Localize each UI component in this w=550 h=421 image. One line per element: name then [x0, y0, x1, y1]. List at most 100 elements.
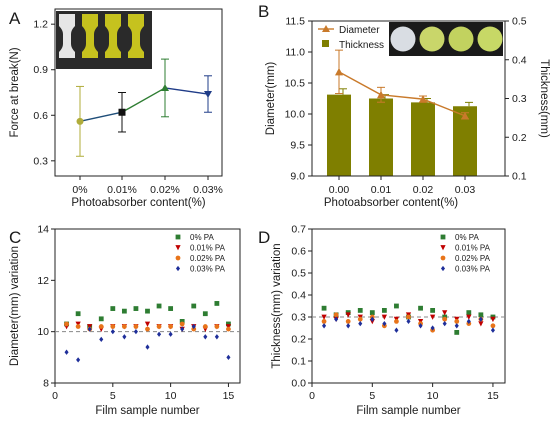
y-axis-title: Thickness(mm) variation [271, 243, 283, 368]
data-point [145, 344, 150, 350]
data-point [321, 305, 327, 311]
thickness-bar [327, 94, 351, 176]
y-axis-title: Diameter(mm) variation [9, 246, 21, 366]
y-right-tick-label: 0.3 [512, 93, 527, 105]
data-point [179, 319, 185, 324]
data-point [381, 308, 387, 313]
data-point [214, 301, 220, 306]
plot-frame [54, 228, 241, 384]
panel-letter-c: C [9, 228, 21, 247]
y-right-tick-label: 0.4 [512, 54, 527, 66]
data-point [204, 91, 212, 99]
y-tick-label: 0.2 [291, 334, 306, 346]
data-point [466, 310, 472, 315]
diameter-point [461, 111, 469, 120]
data-point [357, 316, 363, 322]
data-point [121, 308, 127, 314]
y-tick-label: 0.6 [33, 110, 48, 122]
panel-d: D 0.0 0.1 0.2 0.3 0.4 0.5 0.6 0.7 0 5 10 15 Film samp… [258, 224, 506, 417]
data-point [179, 321, 185, 327]
diameter-line [338, 71, 466, 117]
data-point [161, 83, 169, 91]
disc-sample [448, 26, 474, 52]
data-point [203, 334, 208, 340]
data-point [321, 319, 327, 324]
y-tick-label: 0.3 [291, 312, 306, 324]
x-tick-label: 15 [487, 390, 499, 402]
disc-sample [477, 26, 503, 52]
data-point [346, 323, 351, 329]
data-point [345, 319, 351, 324]
x-tick-label: 5 [369, 390, 375, 402]
y-tick-label: 1.2 [33, 19, 48, 31]
y-right-tick-label: 0.1 [512, 171, 527, 183]
legend-marker [175, 265, 181, 272]
data-point [333, 312, 339, 318]
y-left-tick-label: 10.0 [285, 109, 306, 121]
y-tick-label: 10 [37, 326, 49, 338]
legend-marker [440, 265, 446, 272]
legend: 0% PA 0.01% PA0.02% PA 0.03% PA [175, 233, 226, 274]
data-point [202, 311, 208, 317]
x-tick-label: 0.03 [455, 184, 476, 196]
data-point [168, 306, 174, 311]
dogbone-specimen [105, 14, 121, 58]
diameter-point [419, 95, 427, 103]
data-point [191, 303, 197, 309]
legend-label: Thickness [339, 40, 384, 51]
data-point [466, 314, 472, 320]
data-point [226, 326, 231, 332]
data-point [110, 329, 115, 335]
series-0-03-pa [64, 323, 231, 363]
legend-marker [440, 234, 446, 240]
data-point [357, 308, 363, 313]
panel-letter-d: D [258, 228, 270, 247]
y-left-tick-label: 11.5 [285, 16, 305, 28]
data-point [133, 329, 138, 335]
data-point [382, 320, 387, 327]
x-tick-label: 10 [165, 390, 177, 402]
disc-sample [419, 26, 445, 52]
data-point [394, 327, 399, 333]
y-tick-label: 12 [37, 275, 49, 287]
y-axis-title: Force at break(N) [9, 47, 21, 137]
x-axis-title: Film sample number [356, 405, 460, 417]
data-point [156, 303, 162, 309]
legend-marker [175, 234, 181, 240]
data-point [442, 320, 447, 327]
legend-label: 0.03% PA [455, 265, 491, 274]
data-point [394, 319, 399, 324]
y-tick-label: 0.9 [33, 64, 48, 76]
data-point [76, 357, 81, 363]
data-point [145, 326, 150, 332]
y-tick-label: 0.4 [291, 290, 306, 302]
y-left-tick-label: 9.5 [290, 140, 305, 152]
x-tick-label: 0.01 [371, 184, 392, 196]
legend-marker [440, 255, 446, 261]
data-point [406, 314, 411, 320]
series-0-03-pa [322, 316, 495, 333]
y-right-tick-label: 0.5 [512, 16, 527, 28]
inset-specimen-photo [56, 11, 152, 69]
legend-label: 0.01% PA [190, 244, 226, 253]
data-point [345, 312, 351, 318]
data-point [98, 316, 104, 322]
data-point [322, 323, 327, 329]
data-point [418, 305, 423, 311]
inset-disc-photo [389, 22, 503, 56]
data-point [466, 318, 471, 325]
data-point [406, 318, 411, 325]
legend-triangle-swatch [322, 25, 330, 32]
data-point [133, 324, 139, 329]
x-tick-label: 0 [309, 390, 315, 402]
data-point [133, 306, 139, 311]
y-right-axis-title: Thickness(mm) [538, 59, 550, 138]
y-tick-label: 0.0 [291, 378, 306, 390]
data-point [110, 324, 116, 329]
x-tick-label: 0 [52, 390, 58, 402]
x-tick-label: 10 [427, 390, 439, 402]
x-tick-label: 0.00 [329, 184, 350, 196]
data-point [168, 331, 173, 337]
data-point [369, 310, 375, 315]
